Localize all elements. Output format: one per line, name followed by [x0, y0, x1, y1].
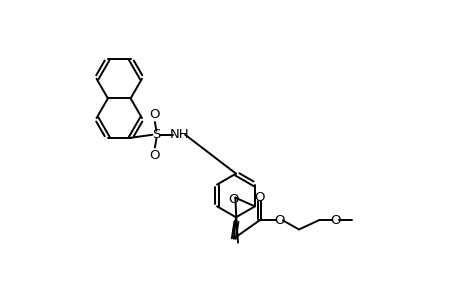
Text: O: O	[330, 214, 341, 227]
Text: O: O	[150, 149, 160, 162]
Text: S: S	[152, 128, 160, 141]
Text: NH: NH	[169, 128, 189, 141]
Text: O: O	[150, 108, 160, 121]
Text: O: O	[254, 191, 265, 203]
Text: O: O	[228, 193, 239, 206]
Text: O: O	[274, 214, 285, 227]
